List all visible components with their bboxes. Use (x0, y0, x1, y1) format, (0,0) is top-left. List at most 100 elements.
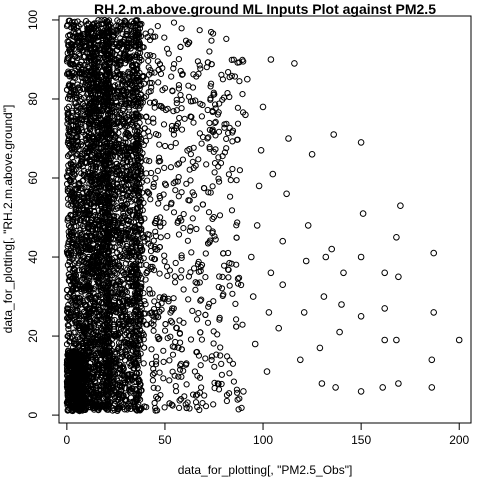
data-point (198, 336, 205, 343)
data-point (75, 108, 82, 116)
data-point (172, 259, 179, 267)
data-point (90, 95, 98, 102)
data-point (103, 259, 110, 266)
data-point (160, 375, 167, 382)
data-point (126, 106, 133, 113)
data-point (215, 128, 223, 135)
data-point (119, 163, 126, 170)
data-point (150, 33, 157, 41)
data-point (133, 53, 140, 61)
data-point (82, 291, 89, 298)
data-point (175, 231, 183, 238)
data-point (85, 90, 92, 97)
data-point (114, 184, 122, 191)
data-point (229, 360, 237, 367)
data-point (110, 301, 118, 308)
data-point (185, 93, 193, 100)
data-point (96, 274, 103, 281)
data-point (230, 378, 237, 385)
data-point (77, 220, 84, 227)
data-point (134, 290, 141, 297)
data-point (69, 219, 77, 226)
data-point (232, 300, 239, 307)
data-point (205, 303, 212, 310)
data-point (177, 274, 184, 281)
data-point (174, 161, 181, 168)
data-point (169, 368, 176, 375)
data-point (87, 39, 95, 46)
data-point (96, 256, 103, 263)
data-point (64, 185, 71, 192)
data-point (204, 319, 212, 326)
data-point (75, 180, 82, 187)
data-point (219, 96, 226, 103)
data-point (150, 100, 158, 107)
data-point (70, 278, 77, 285)
data-point (162, 327, 169, 334)
data-point (137, 102, 144, 109)
data-point (121, 50, 129, 57)
data-point (156, 141, 163, 148)
data-point (183, 180, 190, 187)
data-point (124, 406, 131, 413)
data-point (154, 385, 161, 392)
data-point (99, 174, 106, 181)
data-point (226, 282, 233, 289)
data-point (151, 256, 159, 263)
data-point (151, 98, 158, 106)
data-point (136, 369, 143, 377)
data-point (132, 306, 140, 313)
data-point (128, 23, 135, 30)
data-point (207, 83, 214, 90)
data-point (123, 56, 130, 64)
data-point (170, 209, 178, 216)
data-point (173, 107, 180, 114)
x-tick-label: 50 (158, 433, 172, 447)
data-point (175, 193, 182, 200)
data-point (127, 218, 134, 225)
data-point (72, 313, 79, 320)
data-point (192, 399, 200, 406)
data-point (155, 200, 162, 207)
data-point (113, 203, 121, 210)
data-point (97, 110, 105, 117)
data-point (211, 379, 218, 386)
data-point (175, 160, 183, 167)
data-point (142, 276, 149, 283)
data-point (148, 169, 155, 177)
data-point (116, 170, 124, 178)
data-point (214, 111, 221, 118)
data-point (138, 275, 145, 282)
data-point (135, 406, 143, 414)
data-point (234, 104, 241, 111)
data-point (86, 363, 93, 370)
data-point (190, 391, 197, 398)
data-point (178, 126, 186, 133)
data-point (210, 401, 217, 408)
data-point (93, 329, 100, 336)
data-point (144, 231, 151, 238)
data-point (147, 242, 154, 249)
data-point (81, 194, 88, 201)
data-point (98, 265, 105, 272)
data-point (175, 85, 182, 92)
data-point (233, 222, 240, 229)
data-point (209, 183, 216, 190)
data-point (125, 22, 132, 29)
data-point (215, 154, 222, 161)
data-point (197, 100, 204, 107)
data-point (173, 100, 180, 107)
data-point (78, 266, 86, 274)
data-point (156, 193, 163, 200)
data-point (93, 402, 100, 409)
data-point (93, 163, 100, 170)
data-point (125, 236, 132, 243)
y-tick-label: 60 (26, 171, 40, 185)
data-point (65, 326, 72, 333)
data-point (144, 177, 151, 184)
data-point (78, 141, 85, 148)
data-point (81, 225, 88, 232)
data-point (173, 96, 180, 103)
data-point (123, 329, 130, 336)
data-point (124, 313, 131, 320)
